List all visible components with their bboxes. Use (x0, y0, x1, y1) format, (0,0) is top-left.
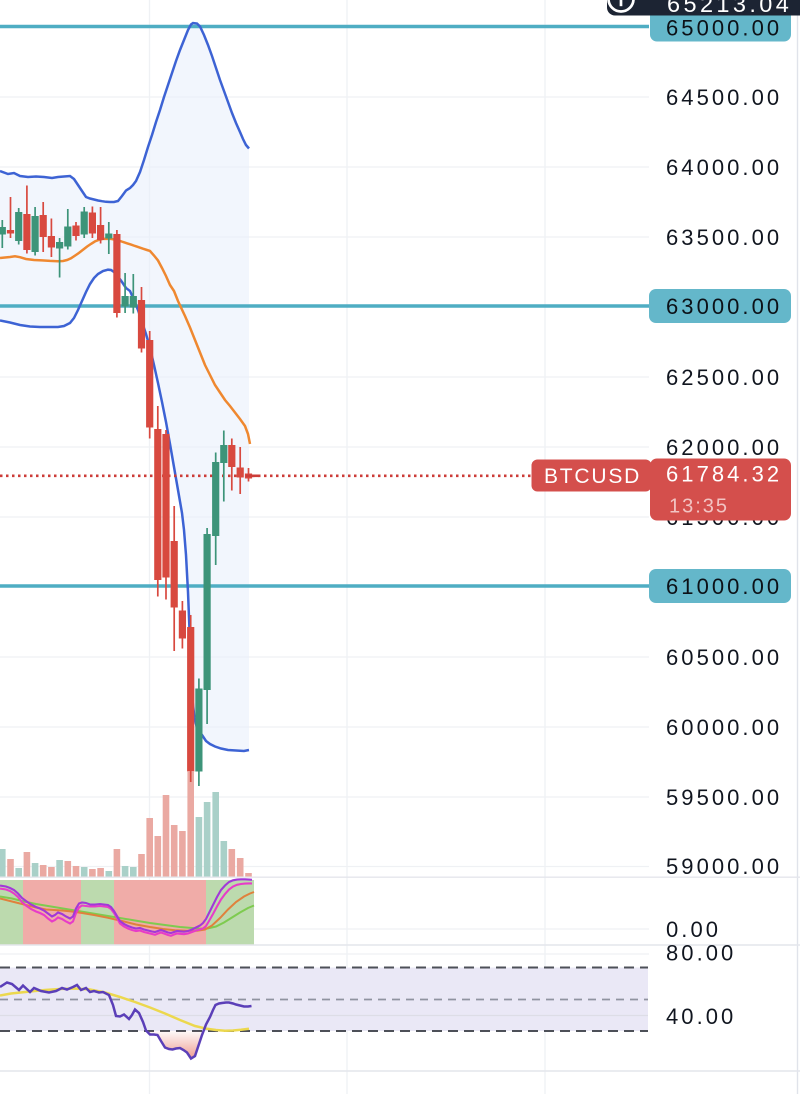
svg-text:40.00: 40.00 (666, 1004, 736, 1029)
svg-text:59500.00: 59500.00 (666, 785, 782, 810)
svg-text:65000.00: 65000.00 (666, 16, 782, 41)
svg-text:62000.00: 62000.00 (666, 435, 782, 460)
svg-text:59000.00: 59000.00 (666, 854, 782, 879)
svg-text:63000.00: 63000.00 (666, 294, 782, 319)
svg-text:61000.00: 61000.00 (666, 574, 782, 599)
svg-text:13:35: 13:35 (669, 496, 729, 518)
svg-text:BTCUSD: BTCUSD (544, 465, 641, 488)
svg-text:0.00: 0.00 (666, 917, 721, 942)
svg-text:61784.32: 61784.32 (666, 462, 782, 487)
svg-text:64000.00: 64000.00 (666, 155, 782, 180)
svg-text:80.00: 80.00 (666, 941, 736, 966)
svg-text:64500.00: 64500.00 (666, 85, 782, 110)
svg-text:60500.00: 60500.00 (666, 645, 782, 670)
svg-text:62500.00: 62500.00 (666, 365, 782, 390)
svg-text:65213.04: 65213.04 (667, 0, 792, 17)
svg-text:60000.00: 60000.00 (666, 715, 782, 740)
svg-text:63500.00: 63500.00 (666, 225, 782, 250)
